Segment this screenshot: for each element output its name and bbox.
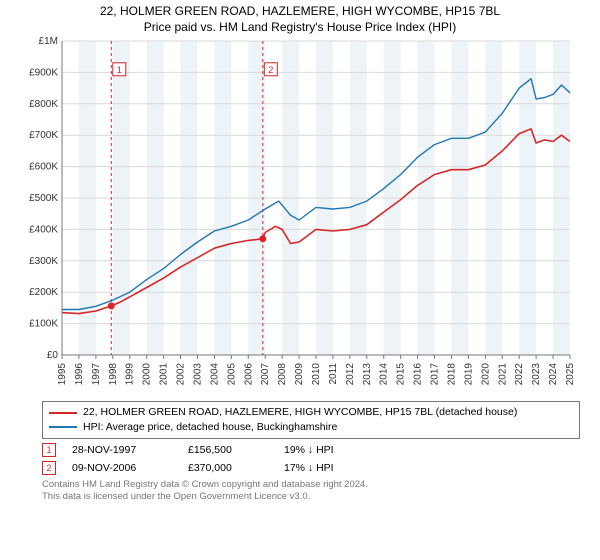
svg-text:£200K: £200K [29,287,58,298]
svg-text:2008: 2008 [277,363,288,386]
event-date-1: 28-NOV-1997 [72,444,172,456]
svg-text:£400K: £400K [29,225,58,236]
event-price-2: £370,000 [188,462,268,474]
svg-text:2004: 2004 [209,363,220,386]
svg-text:£700K: £700K [29,130,58,141]
event-diff-1: 19% ↓ HPI [284,444,374,456]
attribution: Contains HM Land Registry data © Crown c… [42,479,580,504]
svg-text:2005: 2005 [226,363,237,386]
svg-text:2007: 2007 [260,363,271,386]
legend-swatch-property [49,412,77,414]
svg-text:1995: 1995 [57,363,68,386]
svg-text:2025: 2025 [565,363,576,386]
svg-text:2001: 2001 [159,363,170,386]
svg-text:2012: 2012 [345,363,356,386]
legend-label-property: 22, HOLMER GREEN ROAD, HAZLEMERE, HIGH W… [83,405,517,420]
title-line-2: Price paid vs. HM Land Registry's House … [0,20,600,36]
svg-text:2006: 2006 [243,363,254,386]
svg-text:1998: 1998 [108,363,119,386]
svg-text:2015: 2015 [396,363,407,386]
svg-text:£100K: £100K [29,319,58,330]
svg-text:2: 2 [268,65,273,76]
svg-text:2010: 2010 [311,363,322,386]
svg-text:2022: 2022 [514,363,525,386]
svg-text:£600K: £600K [29,162,58,173]
event-diff-2: 17% ↓ HPI [284,462,374,474]
event-date-2: 09-NOV-2006 [72,462,172,474]
chart-container: 22, HOLMER GREEN ROAD, HAZLEMERE, HIGH W… [0,0,600,560]
svg-text:1996: 1996 [74,363,85,386]
attribution-line-1: Contains HM Land Registry data © Crown c… [42,479,580,491]
svg-text:1: 1 [117,65,122,76]
svg-text:2024: 2024 [548,363,559,386]
svg-text:2003: 2003 [192,363,203,386]
svg-text:2009: 2009 [294,363,305,386]
svg-text:2018: 2018 [446,363,457,386]
svg-text:£800K: £800K [29,99,58,110]
sale-events: 1 28-NOV-1997 £156,500 19% ↓ HPI 2 09-NO… [42,443,580,475]
svg-text:£300K: £300K [29,256,58,267]
svg-text:2021: 2021 [497,363,508,386]
svg-text:1997: 1997 [91,363,102,386]
price-chart: £0 £100K £200K £300K £400K £500K £600K £700K £80… [20,37,580,397]
svg-text:2020: 2020 [480,363,491,386]
event-row-2: 2 09-NOV-2006 £370,000 17% ↓ HPI [42,461,580,475]
event-price-1: £156,500 [188,444,268,456]
title-line-1: 22, HOLMER GREEN ROAD, HAZLEMERE, HIGH W… [0,4,600,20]
svg-text:£1M: £1M [39,37,58,47]
svg-text:2016: 2016 [413,363,424,386]
svg-text:2002: 2002 [176,363,187,386]
svg-text:£900K: £900K [29,68,58,79]
svg-text:2013: 2013 [362,363,373,386]
svg-text:1999: 1999 [125,363,136,386]
svg-text:2023: 2023 [531,363,542,386]
svg-text:2017: 2017 [430,363,441,386]
event-marker-2: 2 [42,461,56,475]
event-row-1: 1 28-NOV-1997 £156,500 19% ↓ HPI [42,443,580,457]
svg-text:2019: 2019 [463,363,474,386]
legend-swatch-hpi [49,426,77,428]
svg-text:2000: 2000 [142,363,153,386]
legend-row-property: 22, HOLMER GREEN ROAD, HAZLEMERE, HIGH W… [49,405,573,420]
legend: 22, HOLMER GREEN ROAD, HAZLEMERE, HIGH W… [42,401,580,438]
legend-row-hpi: HPI: Average price, detached house, Buck… [49,420,573,435]
titles: 22, HOLMER GREEN ROAD, HAZLEMERE, HIGH W… [0,4,600,35]
svg-text:£500K: £500K [29,193,58,204]
svg-text:2011: 2011 [328,363,339,385]
attribution-line-2: This data is licensed under the Open Gov… [42,491,580,503]
svg-text:£0: £0 [47,350,59,361]
event-marker-1: 1 [42,443,56,457]
svg-text:2014: 2014 [379,363,390,386]
legend-label-hpi: HPI: Average price, detached house, Buck… [83,420,337,435]
